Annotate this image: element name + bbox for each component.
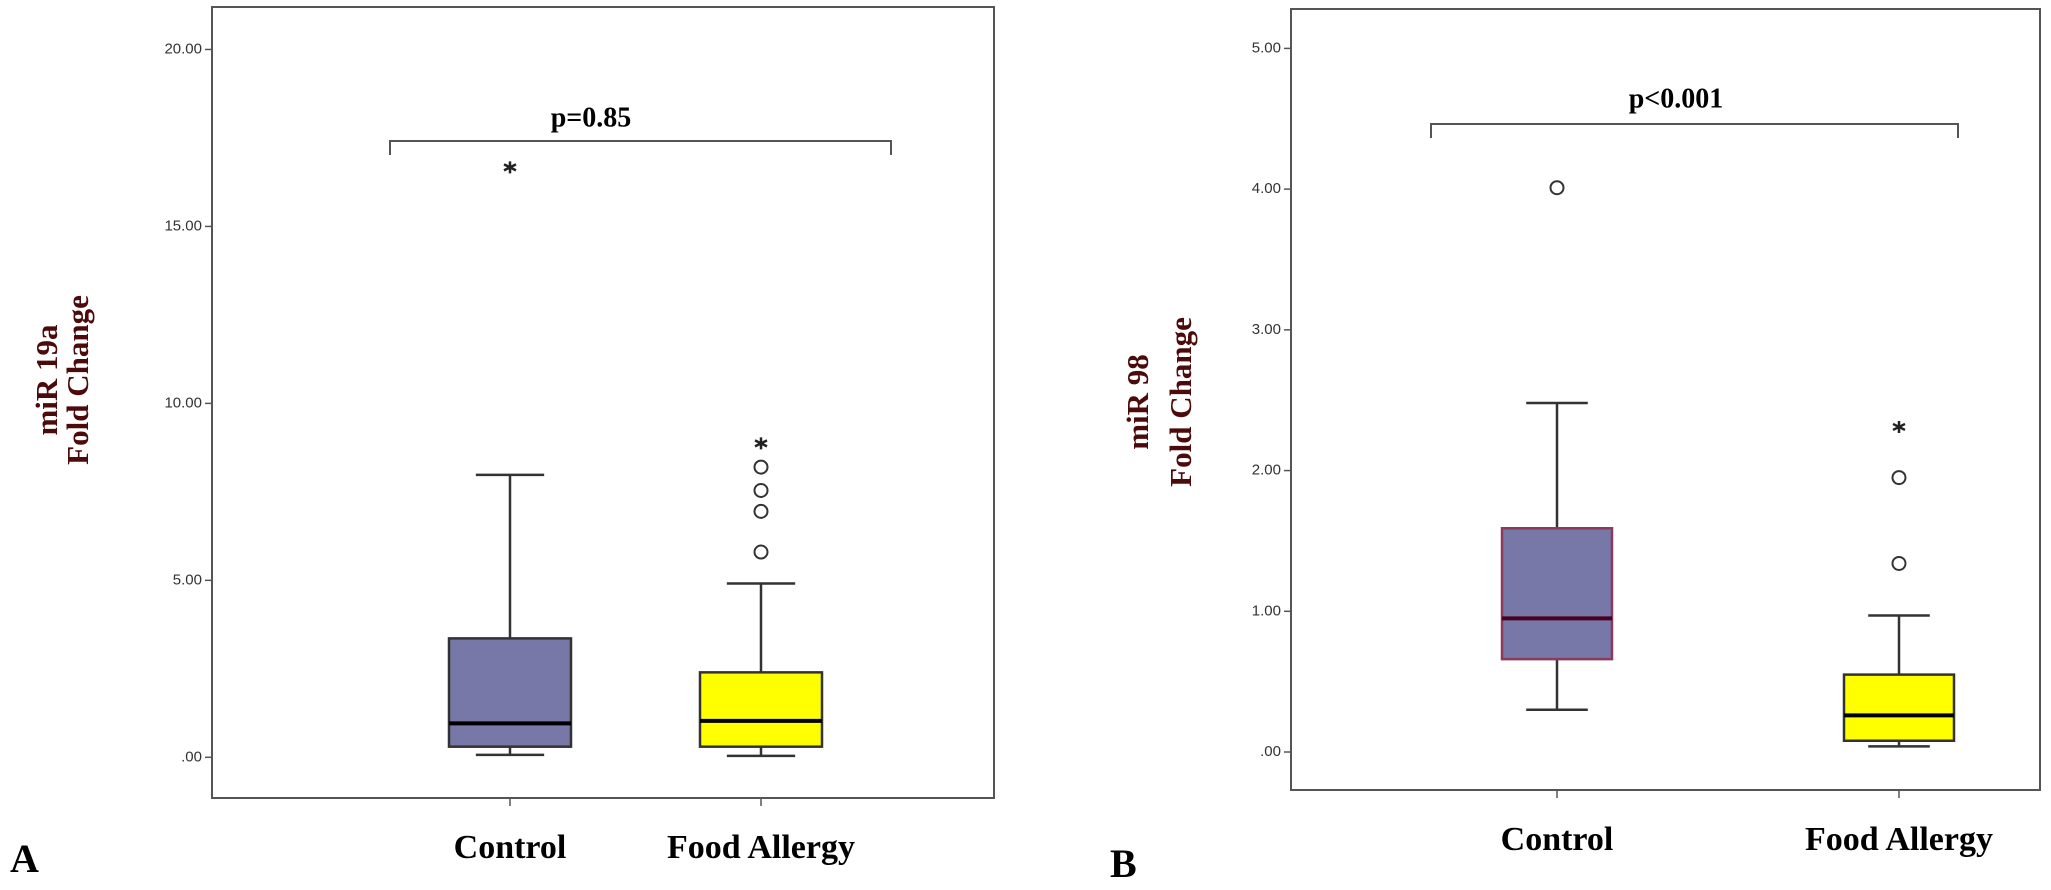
y-tick-label: 5.00 bbox=[1252, 39, 1281, 56]
y-tick-label: 10.00 bbox=[164, 394, 202, 411]
y-tick-label: 1.00 bbox=[1252, 602, 1281, 619]
y-axis-label: Fold Change bbox=[1163, 317, 1198, 487]
box bbox=[447, 637, 573, 748]
y-axis-label: Fold Change bbox=[60, 295, 95, 465]
x-tick-label: Control bbox=[454, 829, 567, 866]
outlier bbox=[753, 544, 769, 560]
y-tick-label: 2.00 bbox=[1252, 462, 1281, 479]
outlier bbox=[753, 503, 769, 519]
outlier bbox=[1891, 555, 1907, 571]
y-tick-label: .00 bbox=[181, 748, 202, 765]
x-tick-label: Food Allergy bbox=[667, 829, 855, 866]
plot-frame bbox=[211, 6, 995, 799]
outlier bbox=[1549, 180, 1565, 196]
significance-label: p<0.001 bbox=[1629, 83, 1724, 114]
extreme bbox=[754, 437, 768, 450]
panel-label: B bbox=[1110, 841, 1137, 886]
box bbox=[1842, 673, 1956, 742]
y-tick-label: 4.00 bbox=[1252, 180, 1281, 197]
y-tick-label: 15.00 bbox=[164, 217, 202, 234]
x-tick-label: Food Allergy bbox=[1805, 821, 1993, 858]
panel-label: A bbox=[10, 836, 39, 881]
extreme bbox=[1892, 420, 1906, 433]
y-tick-label: 20.00 bbox=[164, 40, 202, 57]
box bbox=[1500, 527, 1614, 661]
y-tick-label: 3.00 bbox=[1252, 321, 1281, 338]
plot-frame bbox=[1290, 8, 2041, 791]
y-axis-label: miR 98 bbox=[1120, 354, 1155, 450]
y-tick-label: .00 bbox=[1260, 743, 1281, 760]
significance-bracket bbox=[389, 140, 892, 155]
extreme bbox=[503, 161, 517, 174]
y-axis-label: miR 19a bbox=[29, 324, 64, 436]
outlier bbox=[1891, 470, 1907, 486]
outlier bbox=[753, 459, 769, 475]
significance-bracket bbox=[1430, 123, 1959, 138]
box bbox=[698, 671, 824, 748]
x-tick-label: Control bbox=[1501, 821, 1614, 858]
y-tick-label: 5.00 bbox=[173, 571, 202, 588]
outlier bbox=[753, 482, 769, 498]
significance-label: p=0.85 bbox=[551, 102, 632, 133]
